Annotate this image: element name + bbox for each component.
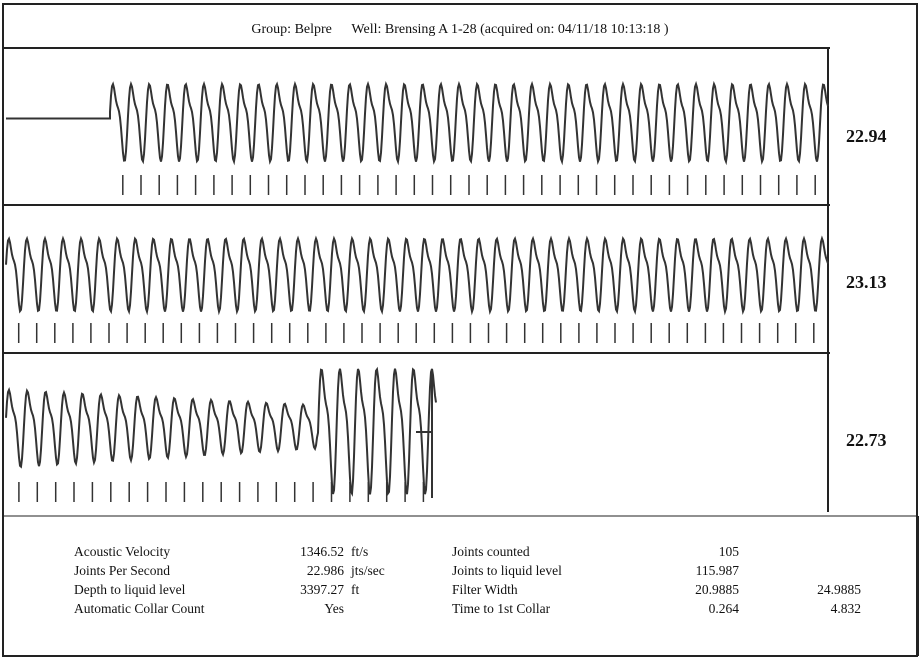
acoustic-velocity-unit: ft/s (351, 544, 369, 559)
joints-per-second-unit: jts/sec (351, 563, 385, 578)
joints-per-second-value: 22.986 (306, 563, 344, 578)
joints-counted-value: 105 (718, 544, 739, 559)
right-result-values-2: 24.9885 4.832 (784, 542, 861, 618)
filter-width-label: Filter Width (452, 582, 518, 597)
right-result-labels: Joints counted Joints to liquid level Fi… (452, 542, 562, 618)
time-to-first-collar-label: Time to 1st Collar (452, 601, 551, 616)
automatic-collar-count-value: Yes (324, 601, 344, 616)
trace-3-value: 22.73 (846, 430, 887, 450)
right-result-values: 105 115.987 20.9885 0.264 (664, 542, 739, 618)
automatic-collar-count-label: Automatic Collar Count (74, 601, 205, 616)
trace-2-collar-ticks (17, 323, 815, 343)
depth-to-liquid-level-label: Depth to liquid level (74, 582, 186, 597)
trace-2-value: 23.13 (846, 272, 887, 292)
trace-2-waveform (5, 235, 829, 316)
depth-to-liquid-level-unit: ft (351, 582, 360, 597)
group-label: Group: Belpre (251, 22, 332, 37)
joints-per-second-label: Joints Per Second (74, 563, 170, 578)
left-result-values: 1346.52 22.986 3397.27 Yes (270, 542, 344, 618)
trace-3-collar-ticks (18, 482, 425, 502)
time-to-first-collar-value-2: 4.832 (830, 601, 861, 616)
joints-counted-value-2 (784, 542, 861, 561)
left-result-labels: Acoustic Velocity Joints Per Second Dept… (74, 542, 205, 618)
joints-to-liquid-level-value: 115.987 (695, 563, 739, 578)
depth-to-liquid-level-value: 3397.27 (300, 582, 344, 597)
trace-1-value: 22.94 (846, 126, 887, 146)
joints-to-liquid-level-label: Joints to liquid level (452, 563, 562, 578)
trace-1-collar-ticks (122, 175, 816, 195)
acoustic-velocity-label: Acoustic Velocity (74, 544, 171, 559)
filter-width-value: 20.9885 (695, 582, 739, 597)
chart-title: Group: Belpre Well: Brensing A 1-28 (acq… (0, 22, 920, 38)
outer-border (2, 3, 918, 657)
joints-counted-label: Joints counted (452, 544, 530, 559)
trace-1-waveform (6, 80, 829, 166)
acoustic-velocity-value: 1346.52 (300, 544, 344, 559)
well-label: Well: Brensing A 1-28 (acquired on: 04/1… (351, 22, 669, 37)
left-result-units: ft/s jts/sec ft (351, 542, 385, 618)
filter-width-value-2: 24.9885 (817, 582, 861, 597)
time-to-first-collar-value: 0.264 (708, 601, 739, 616)
trace-3-end-marker (416, 370, 433, 498)
trace-3-waveform (5, 366, 437, 497)
automatic-collar-count-unit (351, 599, 385, 618)
joints-to-liquid-level-value-2 (784, 561, 861, 580)
